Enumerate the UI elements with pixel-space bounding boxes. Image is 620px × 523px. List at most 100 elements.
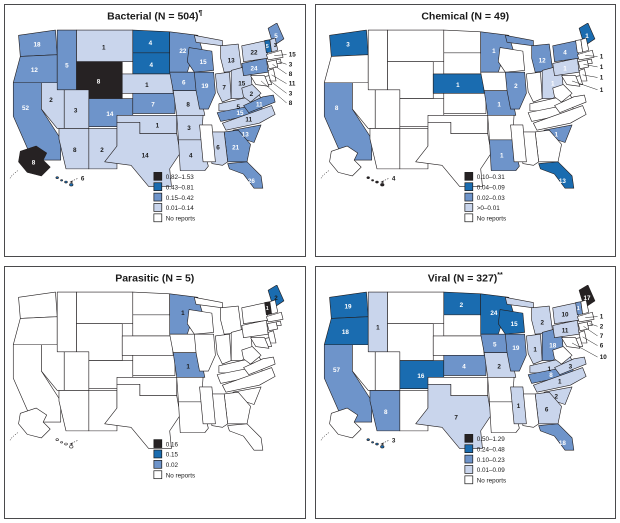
state-label-PA: 1 [563,65,567,72]
state-label-VT: 1 [266,306,269,312]
callout-line-RI [589,323,598,327]
state-HI-island-1 [60,179,63,182]
hawaii-label: 6 [81,176,85,183]
state-label-VA: 3 [568,363,572,370]
state-LA [178,139,209,171]
state-WV [551,84,572,103]
state-ND [442,29,481,54]
state-LA [488,139,520,171]
state-IL [193,333,216,372]
state-label-TX: 14 [142,152,150,159]
state-label-SC: 2 [554,393,558,400]
state-label-AK: 8 [32,159,36,166]
state-ID [367,29,388,91]
state-AZ [369,390,400,432]
callout-line-DE [268,79,287,94]
state-LA [178,401,209,433]
legend-label-2: 0.10–0.23 [476,457,505,464]
state-label-MI: 12 [538,58,546,65]
state-HI-island-0 [366,176,370,180]
state-label-MN: 1 [492,48,496,55]
state-ID [56,29,77,91]
state-label-CO: 14 [106,111,114,118]
state-label-PA: 11 [561,327,568,334]
state-label-MO: 8 [186,101,190,108]
hawaii-arrowhead [380,180,384,184]
callout-line-NJ [271,74,287,84]
state-label-KY: 5 [236,104,240,111]
state-label-AL: 6 [216,145,220,152]
state-label-FL: 18 [558,440,566,447]
state-WI [497,309,525,335]
state-UT [63,351,90,391]
state-KS [442,355,486,376]
state-NH [269,299,279,315]
state-VA [553,356,586,375]
state-ID [56,291,77,353]
state-VA [243,356,276,375]
state-WV [241,346,262,365]
callout-line-MD [571,80,598,91]
state-label-VT: 1 [576,306,579,312]
state-label-IN: 1 [533,347,537,354]
legend-swatch-1 [464,182,473,192]
hawaii-arrowhead [380,442,384,446]
state-label-OH: 18 [549,342,557,349]
legend-label-0: 0.10–0.31 [476,174,505,181]
legend-label-1: 0.04–0.09 [476,184,505,191]
state-NC [222,105,276,131]
aleutian-chain [9,170,18,179]
state-HI-island-2 [374,180,379,184]
state-MT [76,291,134,325]
state-CT [266,321,279,332]
state-MA [266,311,284,323]
state-IL [504,333,527,372]
panel-chemical: Chemical (N = 49) 4 3 8 1 1 1 1 2 12 1 1 13 1 4 1 1 1 1 1 0… [314,4,616,257]
callout-label-NJ: 11 [289,81,296,88]
state-ND [132,291,170,316]
state-AK [18,407,51,439]
state-IN [525,71,543,103]
state-label-OH: 1 [550,80,554,87]
state-label-ND: 2 [459,302,463,309]
legend-swatch-0 [464,434,473,443]
state-IN [215,333,232,365]
state-MD [250,337,270,349]
state-label-WV: 2 [250,91,254,98]
state-VA [553,94,586,113]
state-label-WY: 8 [97,79,101,86]
state-MA [266,49,284,61]
state-label-MN: 24 [490,310,498,317]
state-label-NH: 3 [274,43,277,49]
state-MD [560,337,580,349]
state-label-IA: 5 [492,341,496,348]
state-HI-island-0 [366,438,370,442]
panel-title-viral: Viral (N = 327)** [428,272,503,285]
state-AZ [369,128,400,170]
map-area-parasitic: 1 1 2 1 0.16 0.15 0.02 No reports [8,285,302,517]
state-OR [323,54,369,84]
legend-swatch-0 [464,172,473,181]
state-WI [497,47,525,73]
state-label-IL: 19 [201,83,209,90]
title-text: Bacterial (N = 504) [107,10,199,23]
legend-label-1: 0.43–0.81 [166,184,195,191]
state-HI-island-3 [69,183,74,187]
state-MS [509,124,527,163]
callout-label-NJ: 1 [599,75,603,82]
state-IL [193,71,216,110]
state-label-KS: 7 [151,101,155,108]
state-AZ [58,128,90,170]
callout-label-MA: 1 [599,54,603,61]
state-CT [266,59,279,70]
state-label-LA: 1 [500,152,504,159]
state-label-WI: 15 [200,59,208,66]
state-label-NV: 2 [49,97,53,104]
legend-swatch-2 [153,192,163,202]
state-KS [132,93,176,114]
callout-label-NJ: 6 [599,343,603,350]
state-label-FL: 26 [248,178,256,185]
legend-label-0: 0.82–1.53 [166,174,195,181]
state-label-OR: 12 [31,67,39,74]
legend-label-2: 0.02 [166,462,179,469]
